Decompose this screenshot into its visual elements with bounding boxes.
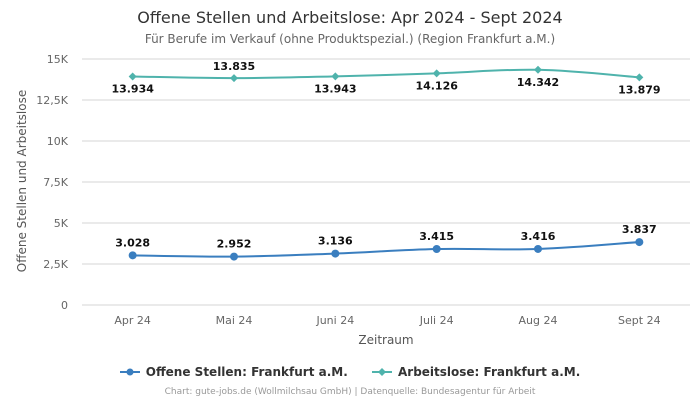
y-tick-label: 7,5K: [43, 176, 68, 189]
data-label: 3.028: [115, 236, 150, 249]
y-axis-label: Offene Stellen und Arbeitslose: [15, 90, 29, 272]
data-label: 3.136: [318, 235, 353, 248]
data-point[interactable]: [331, 72, 340, 81]
data-point[interactable]: [230, 74, 238, 83]
x-tick-label: Apr 24: [114, 314, 151, 327]
data-point[interactable]: [128, 251, 137, 260]
legend-marker-diamond-icon: [371, 368, 392, 376]
y-tick-label: 5K: [54, 217, 69, 230]
data-label: 13.934: [111, 82, 154, 95]
credits: Chart: gute-jobs.de (Wollmilchsau GmbH) …: [164, 387, 536, 397]
y-tick-label: 0: [61, 299, 68, 312]
y-axis-ticks: 0 2,5K 5K 7,5K 10K 12,5K 15K: [36, 53, 68, 312]
data-point[interactable]: [331, 249, 340, 258]
legend-label: Offene Stellen: Frankfurt a.M.: [145, 365, 348, 379]
chart-subtitle: Für Berufe im Verkauf (ohne Produktspezi…: [144, 32, 556, 46]
data-point[interactable]: [635, 238, 644, 247]
data-point[interactable]: [635, 73, 644, 82]
legend-marker-circle-icon: [119, 368, 140, 376]
x-tick-label: Mai 24: [216, 314, 253, 327]
data-point[interactable]: [230, 252, 238, 261]
x-tick-label: Aug 24: [519, 314, 558, 327]
data-point[interactable]: [128, 72, 137, 81]
legend-label: Arbeitslose: Frankfurt a.M.: [397, 365, 581, 379]
data-label: 13.835: [213, 60, 255, 73]
x-axis-ticks: Apr 24 Mai 24 Juni 24 Juli 24 Aug 24 Sept 24: [114, 314, 660, 327]
data-label: 13.879: [618, 83, 660, 96]
series-group: 3.028 2.952 3.136 3.415 3.416 3.837 13.934 13.8…: [111, 60, 661, 261]
data-label: 13.943: [314, 82, 356, 95]
legend-item-offene-stellen[interactable]: Offene Stellen: Frankfurt a.M.: [119, 365, 348, 379]
chart-title: Offene Stellen und Arbeitslose: Apr 2024…: [137, 8, 563, 27]
x-tick-label: Juli 24: [419, 314, 454, 327]
series-line: [132, 68, 640, 80]
legend: Offene Stellen: Frankfurt a.M. Arbeitslo…: [0, 365, 700, 380]
series-line: [132, 241, 640, 258]
series-0: 3.028 2.952 3.136 3.415 3.416 3.837: [115, 223, 657, 261]
data-label: 2.952: [217, 238, 252, 251]
data-point[interactable]: [534, 244, 542, 253]
data-point[interactable]: [432, 69, 441, 78]
legend-item-arbeitslose[interactable]: Arbeitslose: Frankfurt a.M.: [371, 365, 581, 379]
data-point[interactable]: [534, 65, 542, 74]
data-point[interactable]: [432, 244, 441, 253]
y-tick-label: 10K: [47, 135, 69, 148]
line-chart: 0 2,5K 5K 7,5K 10K 12,5K 15K Apr 24 Mai 24 Juni …: [15, 53, 690, 347]
data-label: 14.342: [517, 76, 559, 89]
x-tick-label: Juni 24: [315, 314, 354, 327]
y-tick-label: 2,5K: [43, 258, 68, 271]
data-label: 3.416: [521, 230, 556, 243]
x-tick-label: Sept 24: [618, 314, 661, 327]
y-tick-label: 12,5K: [36, 94, 68, 107]
gridlines: [82, 58, 690, 306]
x-axis-label: Zeitraum: [358, 333, 413, 347]
data-label: 3.837: [622, 223, 657, 236]
data-label: 3.415: [419, 230, 454, 243]
data-label: 14.126: [415, 79, 458, 92]
y-tick-label: 15K: [47, 53, 69, 66]
series-1: 13.934 13.835 13.943 14.126 14.342 13.879: [111, 60, 660, 96]
